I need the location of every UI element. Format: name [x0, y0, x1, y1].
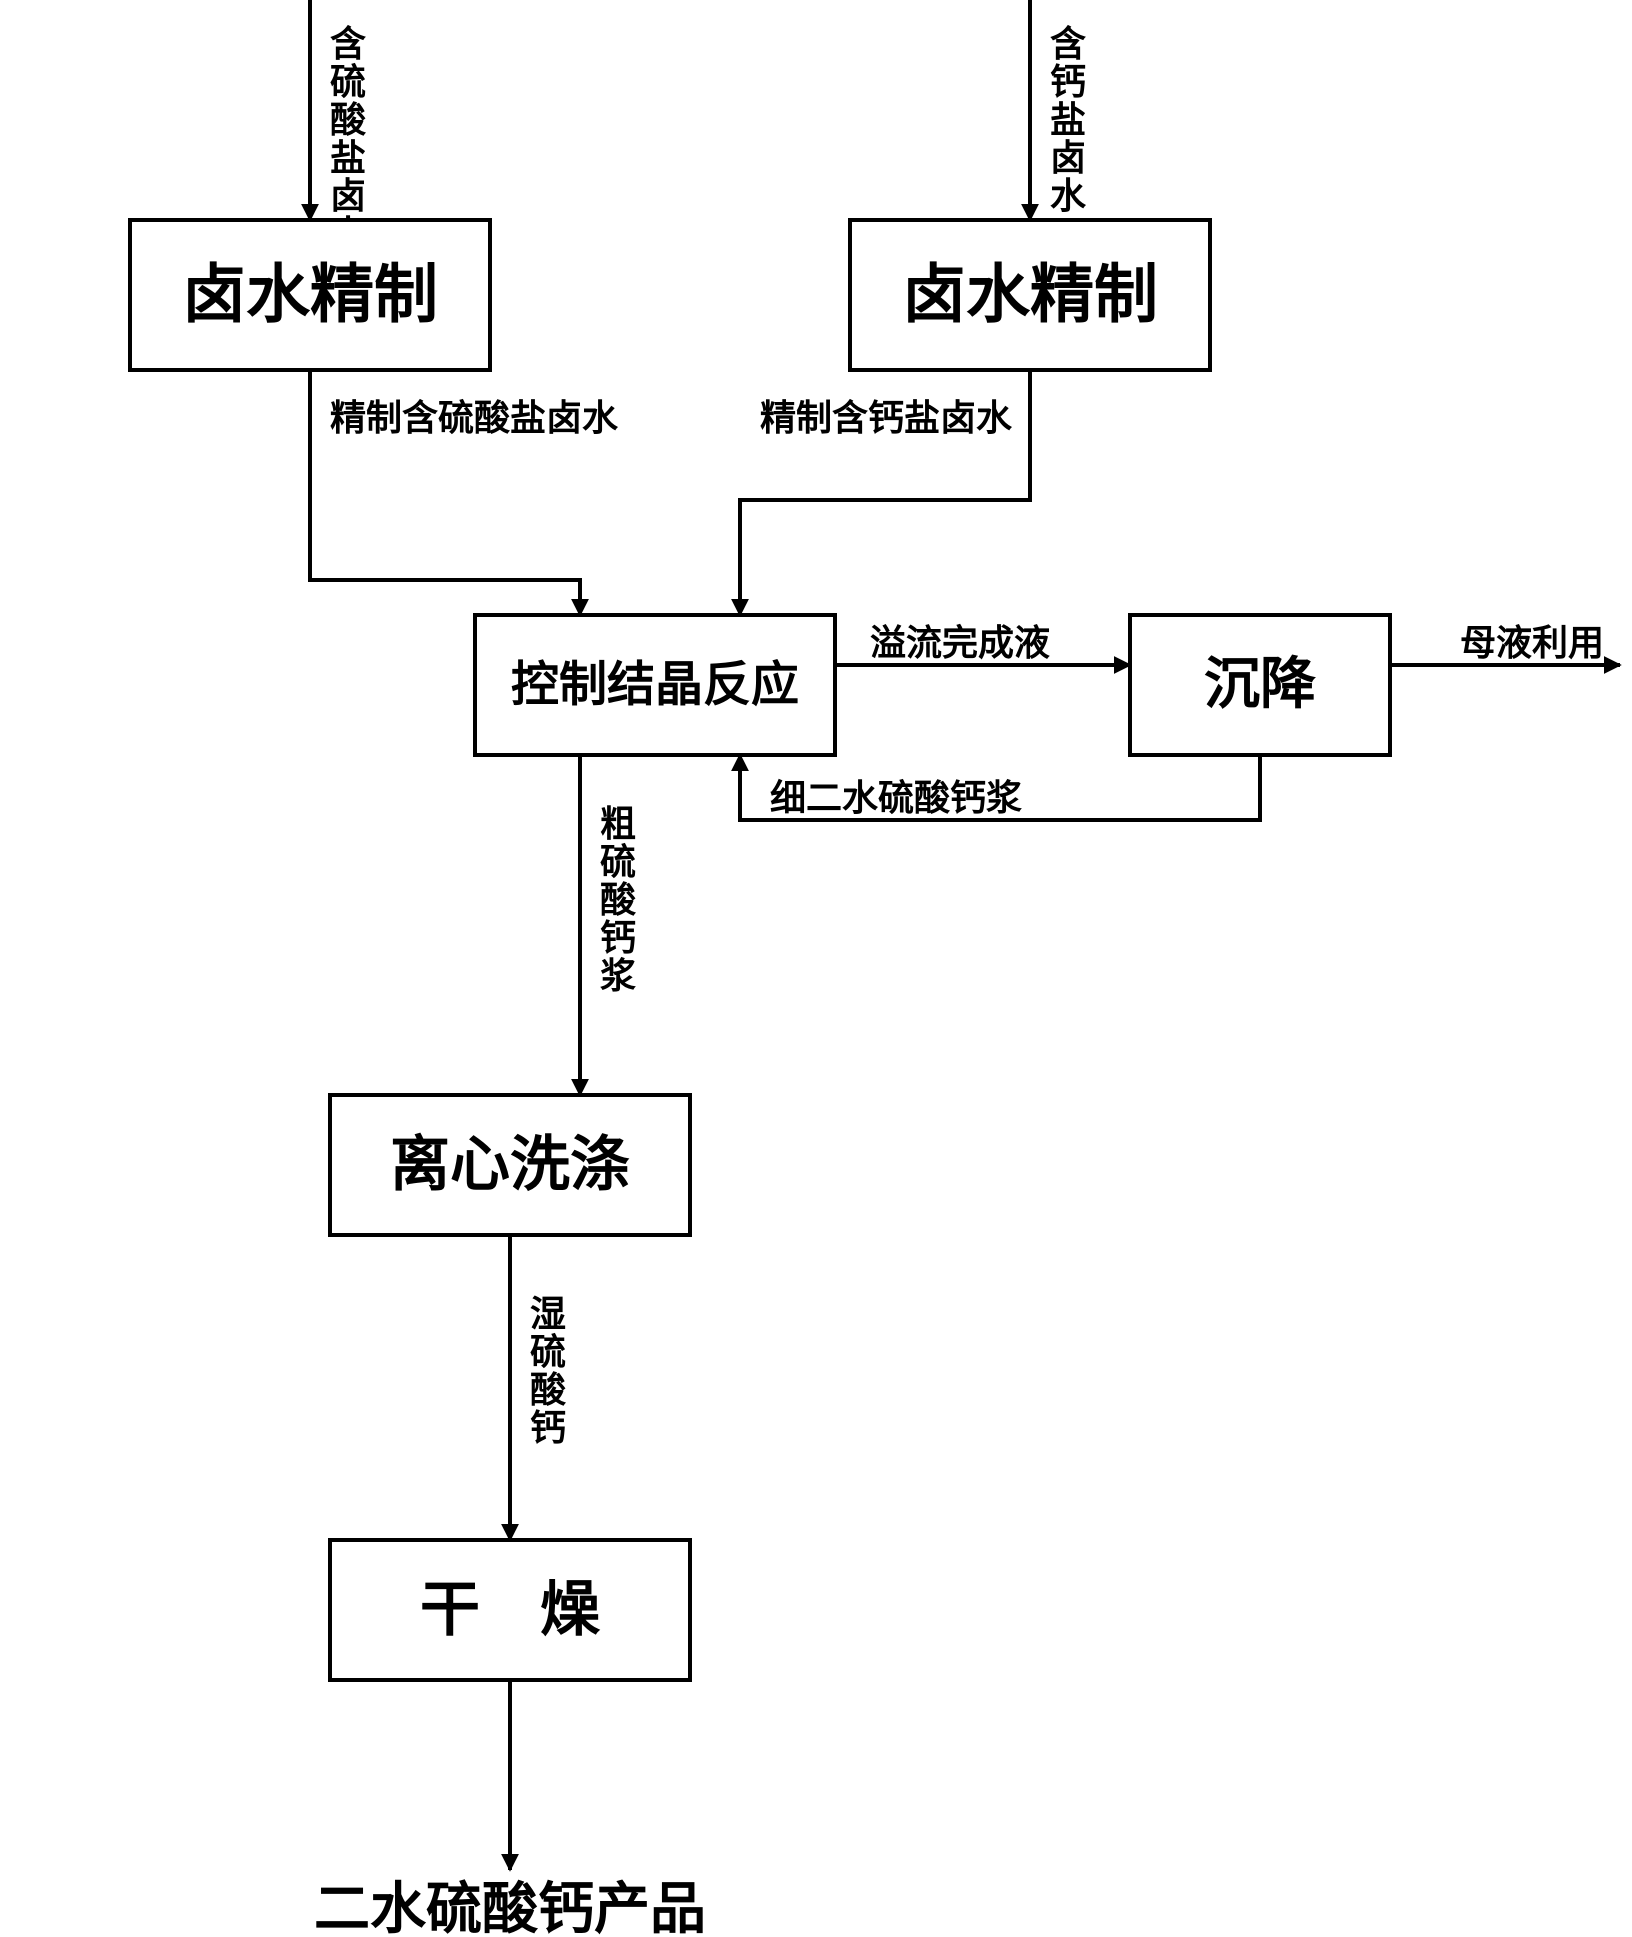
node-label-refine_right: 卤水精制 [902, 260, 1158, 331]
edge-label-cryst_to_settle: 溢流完成液 [870, 623, 1050, 663]
product-label: 二水硫酸钙产品 [314, 1879, 706, 1937]
node-label-refine_left: 卤水精制 [182, 260, 438, 331]
edge-label-refR_to_cryst: 精制含钙盐卤水 [760, 398, 1013, 438]
edge-label-settle_to_cryst: 细二水硫酸钙浆 [770, 778, 1022, 818]
node-label-settle: 沉降 [1204, 654, 1316, 716]
edge-label-wash_to_dry: 湿硫酸钙 [530, 1294, 566, 1448]
edge-label-refL_to_cryst: 精制含硫酸盐卤水 [330, 398, 619, 438]
node-label-crystallize: 控制结晶反应 [511, 659, 799, 712]
edge-label-cryst_to_wash: 粗硫酸钙浆 [600, 804, 636, 996]
node-label-dry: 干 燥 [420, 1577, 601, 1643]
edge-label-in_right: 含钙盐卤水 [1050, 24, 1087, 216]
node-label-wash: 离心洗涤 [390, 1132, 630, 1198]
edge-label-settle_to_mother: 母液利用 [1460, 623, 1604, 663]
